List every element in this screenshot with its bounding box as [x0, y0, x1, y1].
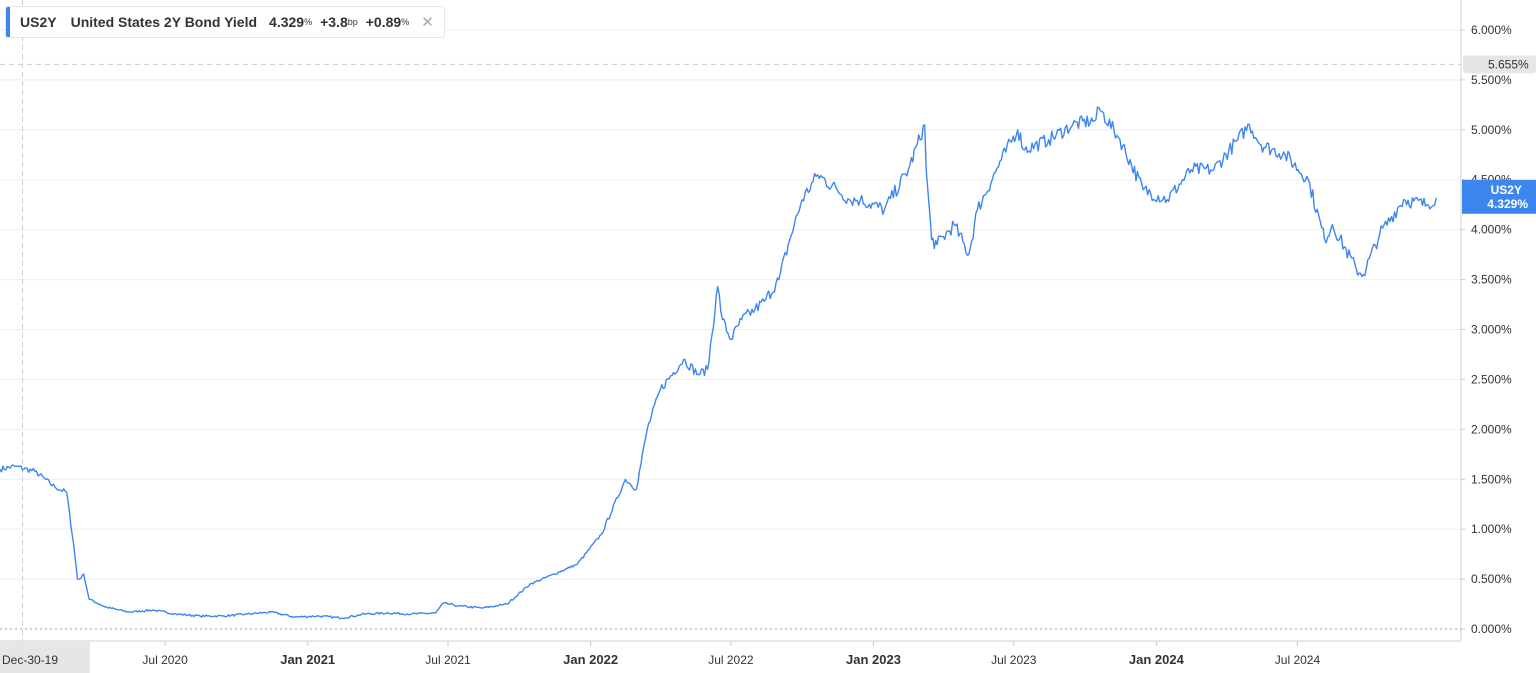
x-tick-label: Jan 2021 — [280, 652, 335, 667]
series-line-us2y — [0, 106, 1437, 620]
x-tick-label: Jan 2022 — [563, 652, 618, 667]
y-tick-label: 6.000% — [1471, 23, 1512, 37]
y-tick-label: 1.000% — [1471, 522, 1512, 536]
series-color-bar — [6, 7, 10, 37]
y-axis: 0.000% 0.500% 1.000% 1.500% 2.000% 2.500% 3.00… — [1461, 23, 1512, 636]
x-tick-label: Jul 2022 — [708, 653, 754, 667]
y-tick-label: 0.500% — [1471, 572, 1512, 586]
x-tick-label: Jul 2020 — [142, 653, 188, 667]
x-tick-label: Jan 2024 — [1129, 652, 1185, 667]
cursor-date-text: Dec-30-19 — [2, 653, 58, 667]
legend-change-unit: bp — [347, 17, 358, 27]
legend-name: United States 2Y Bond Yield — [70, 14, 258, 30]
x-axis: Jul 2020 Jan 2021 Jul 2021 Jan 2022 Jul 2022… — [142, 641, 1320, 667]
x-tick-label: Jul 2023 — [991, 653, 1037, 667]
y-tick-label: 3.500% — [1471, 273, 1512, 287]
reference-value-text: 5.655% — [1488, 57, 1529, 71]
y-tick-label: 5.500% — [1471, 73, 1512, 87]
legend-change: +3.8 — [320, 14, 348, 30]
x-tick-label: Jul 2024 — [1275, 653, 1321, 667]
x-tick-label: Jul 2021 — [425, 653, 471, 667]
legend-change-pct-unit: % — [401, 17, 410, 27]
x-tick-label: Jan 2023 — [846, 652, 901, 667]
y-tick-label: 2.500% — [1471, 372, 1512, 386]
legend-value-unit: % — [304, 17, 313, 27]
legend-value: 4.329 — [269, 14, 305, 30]
grid-lines — [0, 29, 1461, 580]
legend-change-pct: +0.89 — [365, 14, 402, 30]
legend-symbol: US2Y — [20, 14, 57, 30]
y-tick-label: 2.000% — [1471, 422, 1512, 436]
last-value-label: US2Y 4.329% — [1462, 179, 1536, 214]
last-value-name: US2Y — [1491, 183, 1522, 197]
cursor-date-label: Dec-30-19 — [0, 642, 90, 673]
y-tick-label: 5.000% — [1471, 123, 1512, 137]
y-tick-label: 1.500% — [1471, 472, 1512, 486]
y-tick-label: 4.000% — [1471, 223, 1512, 237]
last-value-text: 4.329% — [1487, 197, 1528, 211]
reference-value-label: 5.655% — [1463, 55, 1536, 74]
series-legend[interactable]: US2Y United States 2Y Bond Yield 4.329% … — [5, 6, 445, 38]
y-tick-label: 3.000% — [1471, 322, 1512, 336]
close-icon[interactable]: ✕ — [421, 14, 434, 31]
y-tick-label: 0.000% — [1471, 622, 1512, 636]
